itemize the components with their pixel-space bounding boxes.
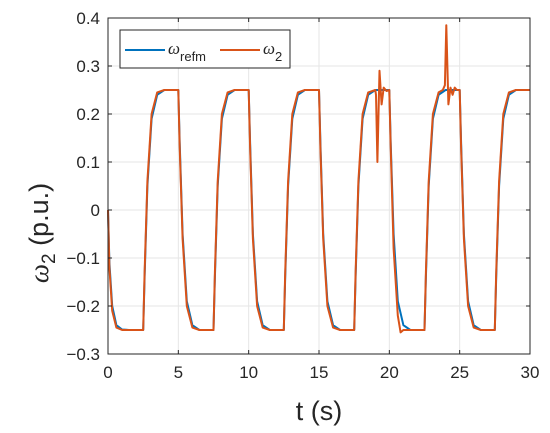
legend: ωrefm ω2 [119, 29, 291, 69]
y-tick-label: 0.1 [76, 153, 100, 172]
y-axis-label-subscript: 2 [39, 253, 60, 264]
y-tick-label: 0.3 [76, 57, 100, 76]
legend-refm-subscript: refm [180, 49, 206, 64]
x-tick-labels: 0 5 10 15 20 25 30 [103, 363, 539, 382]
x-tick-label: 20 [380, 363, 399, 382]
legend-label-omega2: ω2 [263, 39, 282, 64]
y-axis-label-unit: (p.u.) [24, 183, 54, 254]
y-axis-label-symbol: ω [24, 264, 54, 283]
y-tick-label: −0.2 [66, 297, 100, 316]
x-tick-label: 25 [450, 363, 469, 382]
y-tick-label: −0.3 [66, 345, 100, 364]
x-tick-label: 30 [521, 363, 540, 382]
x-tick-label: 15 [310, 363, 329, 382]
x-tick-label: 5 [174, 363, 183, 382]
axis-ticks [107, 17, 531, 355]
x-tick-label: 10 [239, 363, 258, 382]
y-tick-label: 0.2 [76, 105, 100, 124]
x-axis-label: t (s) [296, 396, 343, 426]
x-tick-label: 0 [103, 363, 112, 382]
legend-refm-symbol: ω [168, 39, 180, 58]
y-tick-label: 0.4 [76, 9, 100, 28]
y-tick-label: −0.1 [66, 249, 100, 268]
y-tick-label: 0 [91, 201, 100, 220]
series-lines [107, 24, 530, 334]
y-tick-labels: −0.3 −0.2 −0.1 0 0.1 0.2 0.3 0.4 [66, 9, 100, 364]
legend-label-refm: ωrefm [168, 39, 206, 64]
series-line-2 [107, 24, 530, 334]
legend-omega2-symbol: ω [263, 39, 275, 58]
y-axis-label: ω2 (p.u.) [24, 183, 60, 283]
legend-omega2-subscript: 2 [275, 49, 282, 64]
